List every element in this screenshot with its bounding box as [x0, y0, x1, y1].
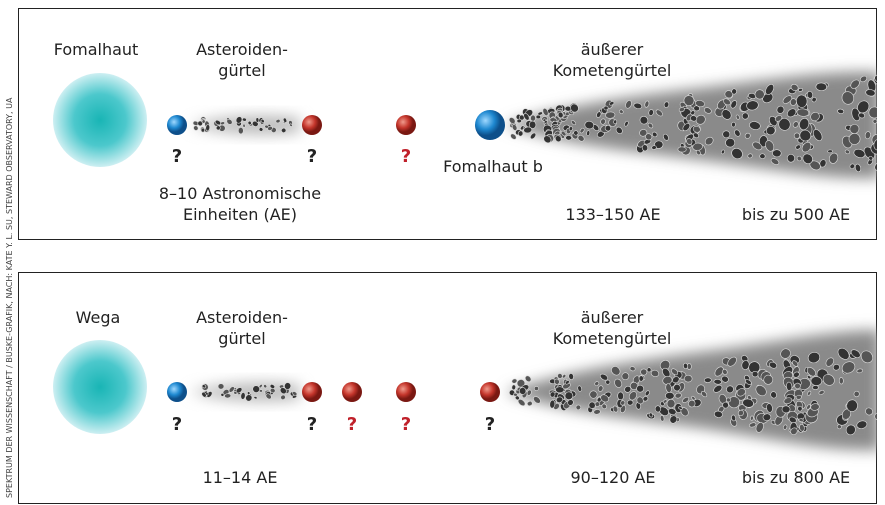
planet	[167, 115, 187, 135]
rock	[763, 413, 771, 420]
rock	[224, 393, 231, 398]
distance-label: bis zu 800 AE	[742, 468, 850, 487]
rock	[798, 406, 803, 411]
rock	[849, 133, 860, 144]
question-mark: ?	[401, 146, 411, 167]
rock	[665, 392, 674, 399]
star-label: Fomalhaut	[54, 40, 139, 59]
rock	[772, 149, 781, 157]
rock	[218, 383, 224, 389]
planet	[480, 382, 500, 402]
rock	[536, 115, 541, 119]
rock	[714, 379, 722, 385]
rock	[731, 88, 737, 94]
rock	[517, 119, 522, 123]
question-mark: ?	[172, 414, 182, 435]
rock	[604, 106, 609, 110]
rock	[527, 401, 533, 407]
distance-label: 8–10 Astronomische	[159, 184, 321, 203]
rock	[641, 369, 647, 375]
rock	[566, 135, 572, 140]
rock	[627, 400, 634, 406]
rock	[726, 398, 731, 403]
rock	[752, 371, 758, 377]
panel: Wega Asteroiden- gürtel äußerer Kometeng…	[19, 273, 884, 504]
rock	[243, 124, 246, 128]
rock	[205, 124, 210, 131]
rock	[511, 378, 518, 384]
credit: SPEKTRUM DER WISSENSCHAFT / BUSKE-GRAFIK…	[5, 97, 14, 498]
distance-label: 90–120 AE	[570, 468, 655, 487]
belt-label: Asteroiden-	[196, 308, 288, 327]
rock	[782, 406, 790, 414]
star	[53, 73, 147, 167]
planet	[396, 115, 416, 135]
rock	[684, 375, 692, 382]
belt-label: äußerer	[581, 40, 644, 59]
star	[53, 340, 147, 434]
question-mark: ?	[172, 146, 182, 167]
rock	[606, 380, 611, 385]
rock	[617, 392, 623, 401]
belt-label: Kometengürtel	[553, 61, 672, 80]
distance-label: Einheiten (AE)	[183, 205, 297, 224]
question-mark: ?	[401, 414, 411, 435]
rock	[524, 375, 532, 383]
rock	[639, 376, 644, 382]
rock	[613, 120, 617, 124]
planet	[167, 382, 187, 402]
belt-label: Kometengürtel	[553, 329, 672, 348]
star-label: Wega	[76, 308, 121, 327]
rock	[877, 94, 885, 103]
question-mark: ?	[307, 146, 317, 167]
rock	[549, 400, 555, 409]
belt-label: gürtel	[218, 61, 265, 80]
rock	[555, 387, 564, 393]
rock	[731, 122, 735, 127]
rock	[678, 147, 687, 152]
rock	[812, 385, 818, 389]
question-mark: ?	[307, 414, 317, 435]
belt-label: Asteroiden-	[196, 40, 288, 59]
distance-label: bis zu 500 AE	[742, 205, 850, 224]
rock	[238, 127, 243, 134]
planet	[342, 382, 362, 402]
belt-label: äußerer	[581, 308, 644, 327]
planet	[302, 115, 322, 135]
rock	[256, 118, 259, 123]
diagram: SPEKTRUM DER WISSENSCHAFT / BUSKE-GRAFIK…	[0, 0, 885, 505]
rock	[647, 368, 651, 372]
distance-label: 11–14 AE	[203, 468, 278, 487]
rock	[828, 150, 833, 153]
rock	[816, 83, 827, 91]
question-mark: ?	[485, 414, 495, 435]
rock	[534, 386, 538, 390]
planet	[302, 382, 322, 402]
planet	[475, 110, 505, 140]
rock	[811, 376, 822, 385]
rock	[704, 378, 711, 383]
question-mark: ?	[347, 414, 357, 435]
planet-label: Fomalhaut b	[443, 157, 543, 176]
planet	[396, 382, 416, 402]
rock	[565, 392, 574, 400]
distance-label: 133–150 AE	[565, 205, 660, 224]
rock	[750, 416, 753, 421]
rock	[839, 377, 843, 384]
rock	[683, 363, 688, 369]
panel: Fomalhaut Asteroiden- gürtel äußerer Kom…	[19, 9, 885, 240]
belt-label: gürtel	[218, 329, 265, 348]
rock	[760, 154, 766, 159]
rock	[636, 385, 644, 393]
